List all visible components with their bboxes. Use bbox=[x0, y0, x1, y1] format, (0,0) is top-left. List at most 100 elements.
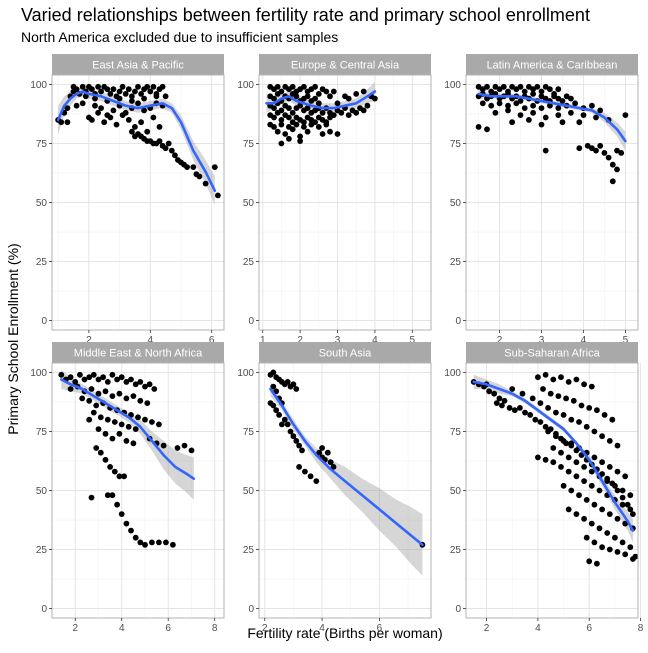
x-tick-label: 2 bbox=[484, 623, 490, 634]
data-point bbox=[547, 390, 554, 397]
data-point bbox=[90, 409, 97, 416]
data-point bbox=[312, 95, 318, 102]
data-point bbox=[604, 530, 611, 536]
y-tick-label: 50 bbox=[243, 486, 255, 497]
data-point bbox=[156, 138, 163, 145]
data-point bbox=[142, 416, 148, 423]
x-tick-label: 4 bbox=[535, 623, 541, 634]
data-point bbox=[315, 100, 322, 107]
data-point bbox=[128, 376, 134, 383]
data-point bbox=[149, 539, 155, 546]
y-tick-label: 0 bbox=[41, 316, 47, 327]
data-point bbox=[319, 109, 326, 116]
data-point bbox=[301, 83, 307, 90]
data-point bbox=[492, 109, 499, 116]
data-point bbox=[278, 121, 285, 128]
y-tick-label: 25 bbox=[243, 545, 255, 556]
data-point bbox=[67, 374, 74, 381]
data-point bbox=[488, 88, 495, 95]
data-point bbox=[58, 371, 65, 378]
data-point bbox=[312, 83, 318, 90]
data-point bbox=[353, 109, 360, 116]
data-point bbox=[104, 492, 111, 499]
data-point bbox=[540, 386, 546, 392]
data-point bbox=[95, 83, 101, 90]
data-point bbox=[293, 93, 300, 100]
data-point bbox=[588, 468, 595, 475]
data-point bbox=[109, 393, 116, 399]
data-point bbox=[624, 501, 631, 508]
data-point bbox=[542, 95, 549, 102]
y-tick-label: 0 bbox=[455, 316, 461, 327]
data-point bbox=[107, 464, 113, 470]
x-tick-label: 6 bbox=[377, 623, 383, 634]
data-point bbox=[297, 133, 303, 140]
data-point bbox=[568, 440, 575, 447]
data-point bbox=[560, 482, 567, 489]
x-tick-label: 3 bbox=[335, 335, 341, 346]
data-point bbox=[92, 102, 98, 109]
data-point bbox=[271, 114, 277, 121]
data-point bbox=[542, 147, 549, 154]
data-point bbox=[132, 381, 139, 388]
data-point bbox=[496, 395, 503, 402]
data-point bbox=[159, 83, 166, 90]
data-point bbox=[301, 124, 307, 130]
data-point bbox=[308, 121, 315, 128]
data-point bbox=[162, 93, 169, 100]
data-point bbox=[622, 551, 629, 558]
data-point bbox=[137, 397, 144, 404]
data-point bbox=[583, 423, 590, 430]
data-point bbox=[110, 86, 117, 93]
data-point bbox=[196, 173, 203, 180]
data-point bbox=[168, 147, 175, 154]
data-point bbox=[304, 93, 311, 100]
data-point bbox=[286, 114, 292, 121]
data-point bbox=[614, 549, 621, 555]
data-point bbox=[560, 438, 567, 444]
data-point bbox=[123, 379, 130, 385]
data-point bbox=[64, 119, 71, 126]
data-point bbox=[79, 100, 86, 107]
data-point bbox=[573, 511, 580, 517]
data-point bbox=[319, 445, 325, 451]
data-point bbox=[513, 100, 520, 107]
data-point bbox=[505, 102, 511, 109]
data-point bbox=[596, 525, 603, 532]
data-point bbox=[150, 114, 157, 121]
data-point bbox=[121, 473, 127, 480]
data-point bbox=[156, 539, 162, 546]
x-tick-label: 5 bbox=[623, 335, 629, 346]
data-point bbox=[499, 402, 505, 409]
data-point bbox=[558, 464, 564, 470]
data-point bbox=[593, 114, 599, 121]
x-tick-label: 6 bbox=[586, 623, 592, 634]
data-point bbox=[601, 412, 608, 418]
data-point bbox=[297, 102, 303, 109]
data-point bbox=[118, 421, 125, 428]
data-point bbox=[89, 117, 95, 123]
data-point bbox=[160, 442, 167, 449]
data-point bbox=[290, 381, 297, 388]
facet-panel: Europe & Central Asia 0 25 50 75 100 1 2 3 4 5 bbox=[237, 54, 432, 346]
data-point bbox=[147, 88, 154, 95]
data-point bbox=[323, 121, 330, 128]
data-point bbox=[211, 164, 218, 171]
data-point bbox=[123, 520, 130, 527]
data-point bbox=[488, 102, 495, 109]
data-point bbox=[319, 131, 326, 137]
data-point bbox=[122, 91, 129, 97]
data-point bbox=[279, 421, 285, 428]
facet-strip bbox=[466, 342, 638, 363]
data-point bbox=[293, 386, 300, 392]
data-point bbox=[609, 178, 616, 185]
data-point bbox=[619, 501, 626, 508]
data-point bbox=[372, 95, 378, 102]
data-point bbox=[73, 102, 80, 109]
data-point bbox=[144, 400, 151, 406]
data-point bbox=[276, 412, 282, 418]
x-axis-label: Fertility rate (Births per woman) bbox=[247, 625, 442, 641]
data-point bbox=[526, 117, 532, 123]
data-point bbox=[583, 534, 590, 541]
data-point bbox=[475, 83, 482, 90]
